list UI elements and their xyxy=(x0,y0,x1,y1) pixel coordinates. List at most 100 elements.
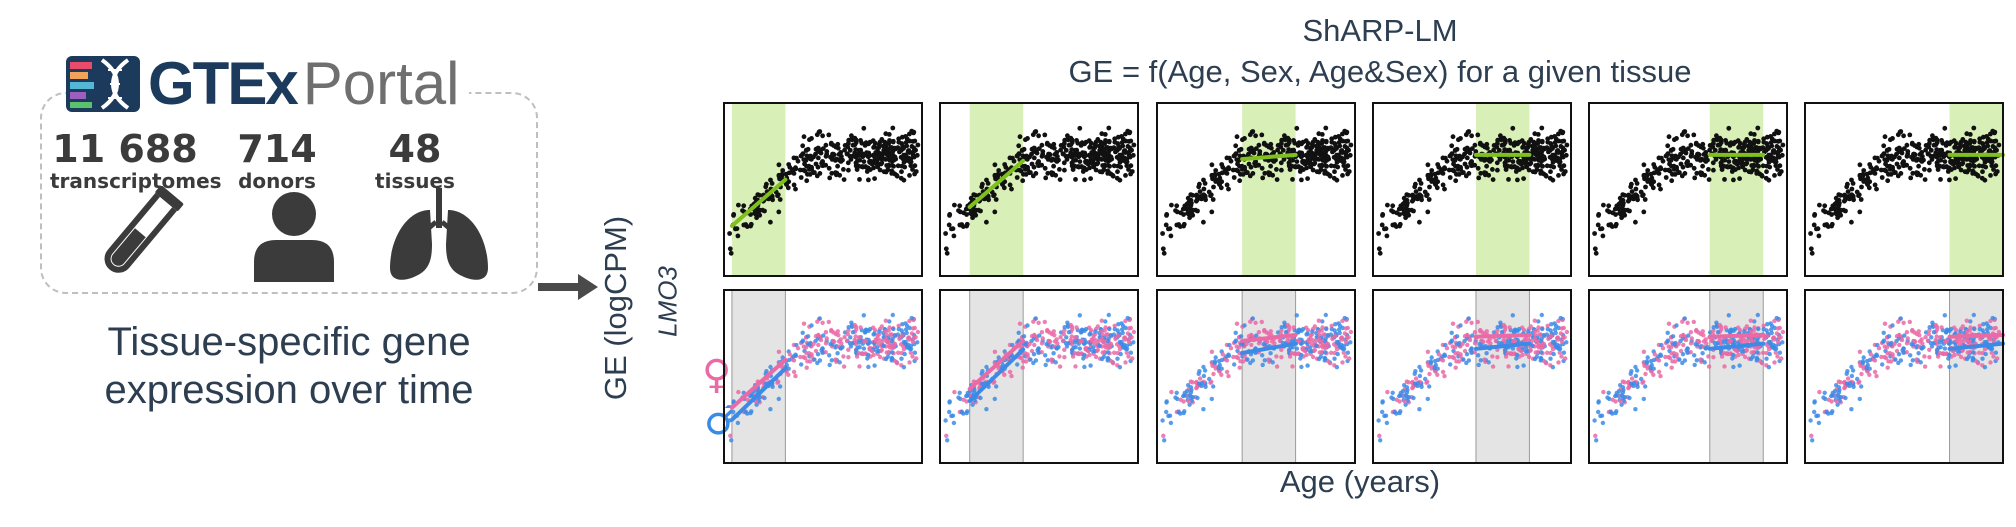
data-point xyxy=(1754,162,1760,168)
data-point xyxy=(1775,354,1780,359)
data-point xyxy=(1633,219,1638,225)
data-point xyxy=(1922,167,1927,172)
data-point xyxy=(1168,420,1174,426)
data-point xyxy=(899,169,904,175)
data-point xyxy=(1909,140,1915,146)
data-point xyxy=(845,144,851,150)
data-point xyxy=(1544,332,1550,337)
data-point xyxy=(1324,326,1329,332)
data-point xyxy=(896,139,902,145)
data-point xyxy=(804,351,809,356)
data-point xyxy=(846,347,851,352)
data-point xyxy=(1039,142,1045,148)
data-point xyxy=(1092,154,1098,160)
data-point xyxy=(1020,163,1025,169)
fit-line-all xyxy=(1240,152,1298,162)
data-point xyxy=(1933,135,1939,141)
data-point xyxy=(1838,192,1843,198)
data-point xyxy=(1343,354,1348,359)
data-point xyxy=(991,192,997,198)
data-point xyxy=(972,387,977,393)
data-point xyxy=(1025,136,1030,141)
data-point xyxy=(1410,386,1415,391)
data-point xyxy=(889,355,894,361)
data-point xyxy=(1248,360,1253,366)
data-point xyxy=(1453,178,1459,184)
data-point xyxy=(1335,351,1340,357)
data-point xyxy=(823,330,829,335)
data-point xyxy=(1242,354,1247,359)
data-point xyxy=(1201,186,1207,192)
data-point xyxy=(1173,395,1178,400)
data-point xyxy=(1322,168,1328,174)
data-point xyxy=(1528,137,1534,142)
data-point xyxy=(824,149,830,154)
data-point xyxy=(820,320,825,325)
data-point xyxy=(1118,351,1123,357)
data-point xyxy=(826,165,832,171)
data-point xyxy=(1453,163,1458,169)
data-point xyxy=(1290,177,1295,182)
data-point xyxy=(1417,373,1423,379)
data-point xyxy=(1380,409,1385,415)
data-point xyxy=(1656,182,1662,188)
data-point xyxy=(1960,137,1966,142)
data-point xyxy=(1478,358,1484,363)
data-point xyxy=(1345,325,1351,331)
data-point xyxy=(1752,157,1758,163)
data-point xyxy=(1700,351,1705,356)
data-point xyxy=(1390,203,1396,209)
data-point xyxy=(1062,167,1067,173)
data-point xyxy=(910,354,915,359)
data-point xyxy=(856,163,862,169)
data-point xyxy=(1676,341,1681,347)
data-point xyxy=(1618,398,1623,404)
data-point xyxy=(1990,128,1996,134)
data-point xyxy=(1291,325,1296,330)
data-point xyxy=(1380,399,1385,404)
data-point xyxy=(1340,159,1346,165)
data-point xyxy=(1302,161,1308,167)
data-point xyxy=(1323,149,1329,155)
data-point xyxy=(1521,176,1526,182)
fit-line-female xyxy=(1473,332,1532,339)
data-point xyxy=(1201,373,1207,379)
data-point xyxy=(1057,364,1063,369)
data-point xyxy=(1061,160,1067,166)
data-point xyxy=(1025,323,1030,328)
data-point xyxy=(1327,173,1333,179)
figure-title: ShARP-LM GE = f(Age, Sex, Age&Sex) for a… xyxy=(726,10,2016,92)
data-point xyxy=(1885,163,1890,169)
data-point xyxy=(883,356,889,362)
data-point xyxy=(827,362,832,368)
data-point xyxy=(846,355,851,360)
data-point xyxy=(1440,167,1445,172)
data-point xyxy=(1212,360,1218,365)
data-point xyxy=(1400,389,1406,394)
data-point xyxy=(735,420,741,426)
data-point xyxy=(1110,173,1116,179)
data-point xyxy=(1440,182,1446,188)
data-point xyxy=(1325,154,1331,160)
data-point xyxy=(1160,246,1166,252)
data-point xyxy=(1184,389,1190,394)
data-point xyxy=(1167,226,1173,232)
data-point xyxy=(1103,157,1109,163)
data-point xyxy=(1666,134,1672,140)
age-window-shade xyxy=(731,103,786,276)
data-point xyxy=(1674,136,1679,141)
data-point xyxy=(1832,201,1838,207)
data-point xyxy=(883,169,889,175)
data-point xyxy=(1715,330,1721,335)
data-point xyxy=(1766,339,1771,345)
data-point xyxy=(1515,352,1520,358)
data-point xyxy=(1035,348,1040,353)
data-point xyxy=(1129,169,1135,174)
data-point xyxy=(1279,325,1284,330)
data-point xyxy=(1163,222,1169,228)
data-point xyxy=(1780,329,1786,335)
data-point xyxy=(1514,165,1520,171)
data-point xyxy=(1194,386,1199,391)
data-point xyxy=(1541,341,1547,347)
data-point xyxy=(1595,222,1601,228)
